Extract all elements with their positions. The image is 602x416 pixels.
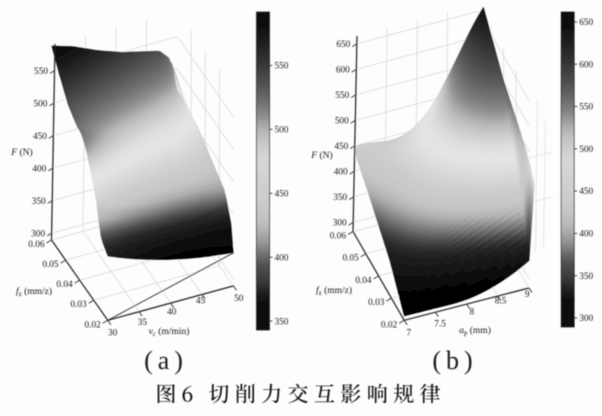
svg-text:450: 450: [275, 190, 289, 200]
svg-text:0.05: 0.05: [343, 254, 360, 264]
svg-text:30: 30: [108, 328, 118, 338]
svg-text:350: 350: [333, 193, 347, 203]
svg-text:40: 40: [167, 307, 177, 317]
svg-text:9: 9: [525, 290, 530, 300]
svg-text:450: 450: [334, 142, 348, 152]
svg-text:650: 650: [579, 18, 593, 28]
svg-text:F (N): F (N): [310, 150, 332, 161]
svg-text:0.02: 0.02: [381, 320, 398, 330]
svg-text:500: 500: [335, 117, 349, 127]
svg-text:0.03: 0.03: [368, 298, 385, 308]
svg-text:550: 550: [34, 67, 48, 77]
svg-text:(b): (b): [432, 346, 477, 375]
svg-text:600: 600: [336, 66, 350, 76]
svg-text:50: 50: [234, 294, 244, 304]
svg-text:400: 400: [32, 164, 46, 174]
svg-text:0.03: 0.03: [70, 300, 87, 310]
svg-text:0.05: 0.05: [42, 260, 59, 270]
svg-text:450: 450: [579, 187, 593, 197]
svg-text:8: 8: [469, 307, 474, 317]
svg-text:0.06: 0.06: [28, 240, 45, 250]
svg-text:600: 600: [579, 60, 593, 70]
svg-text:8.5: 8.5: [495, 297, 507, 307]
svg-text:300: 300: [333, 219, 347, 229]
svg-text:0.02: 0.02: [85, 320, 102, 330]
svg-text:35: 35: [138, 318, 148, 328]
svg-text:fz (mm/z): fz (mm/z): [16, 286, 52, 298]
svg-text:550: 550: [579, 103, 593, 113]
svg-text:0.04: 0.04: [355, 276, 372, 286]
svg-text:7: 7: [406, 328, 411, 338]
svg-text:F (N): F (N): [10, 147, 32, 158]
svg-text:650: 650: [336, 40, 350, 50]
svg-text:350: 350: [32, 197, 46, 207]
svg-text:500: 500: [579, 145, 593, 155]
svg-text:350: 350: [275, 317, 289, 327]
svg-text:350: 350: [579, 272, 593, 282]
svg-text:300: 300: [579, 314, 593, 324]
svg-text:400: 400: [334, 168, 348, 178]
svg-text:400: 400: [275, 253, 289, 263]
svg-text:(a): (a): [144, 346, 188, 375]
svg-text:fz (mm/z): fz (mm/z): [316, 285, 352, 297]
svg-text:500: 500: [33, 99, 47, 109]
svg-text:vc (m/min): vc (m/min): [149, 326, 190, 338]
svg-text:0.04: 0.04: [56, 280, 73, 290]
svg-text:550: 550: [335, 91, 349, 101]
svg-text:450: 450: [33, 132, 47, 142]
svg-text:300: 300: [31, 229, 45, 239]
svg-text:ap (mm): ap (mm): [459, 325, 491, 337]
svg-text:400: 400: [579, 230, 593, 240]
svg-text:550: 550: [275, 62, 289, 72]
svg-text:500: 500: [275, 126, 289, 136]
svg-text:7.5: 7.5: [434, 320, 446, 330]
svg-text:45: 45: [196, 297, 206, 307]
svg-text:0.06: 0.06: [330, 232, 347, 242]
